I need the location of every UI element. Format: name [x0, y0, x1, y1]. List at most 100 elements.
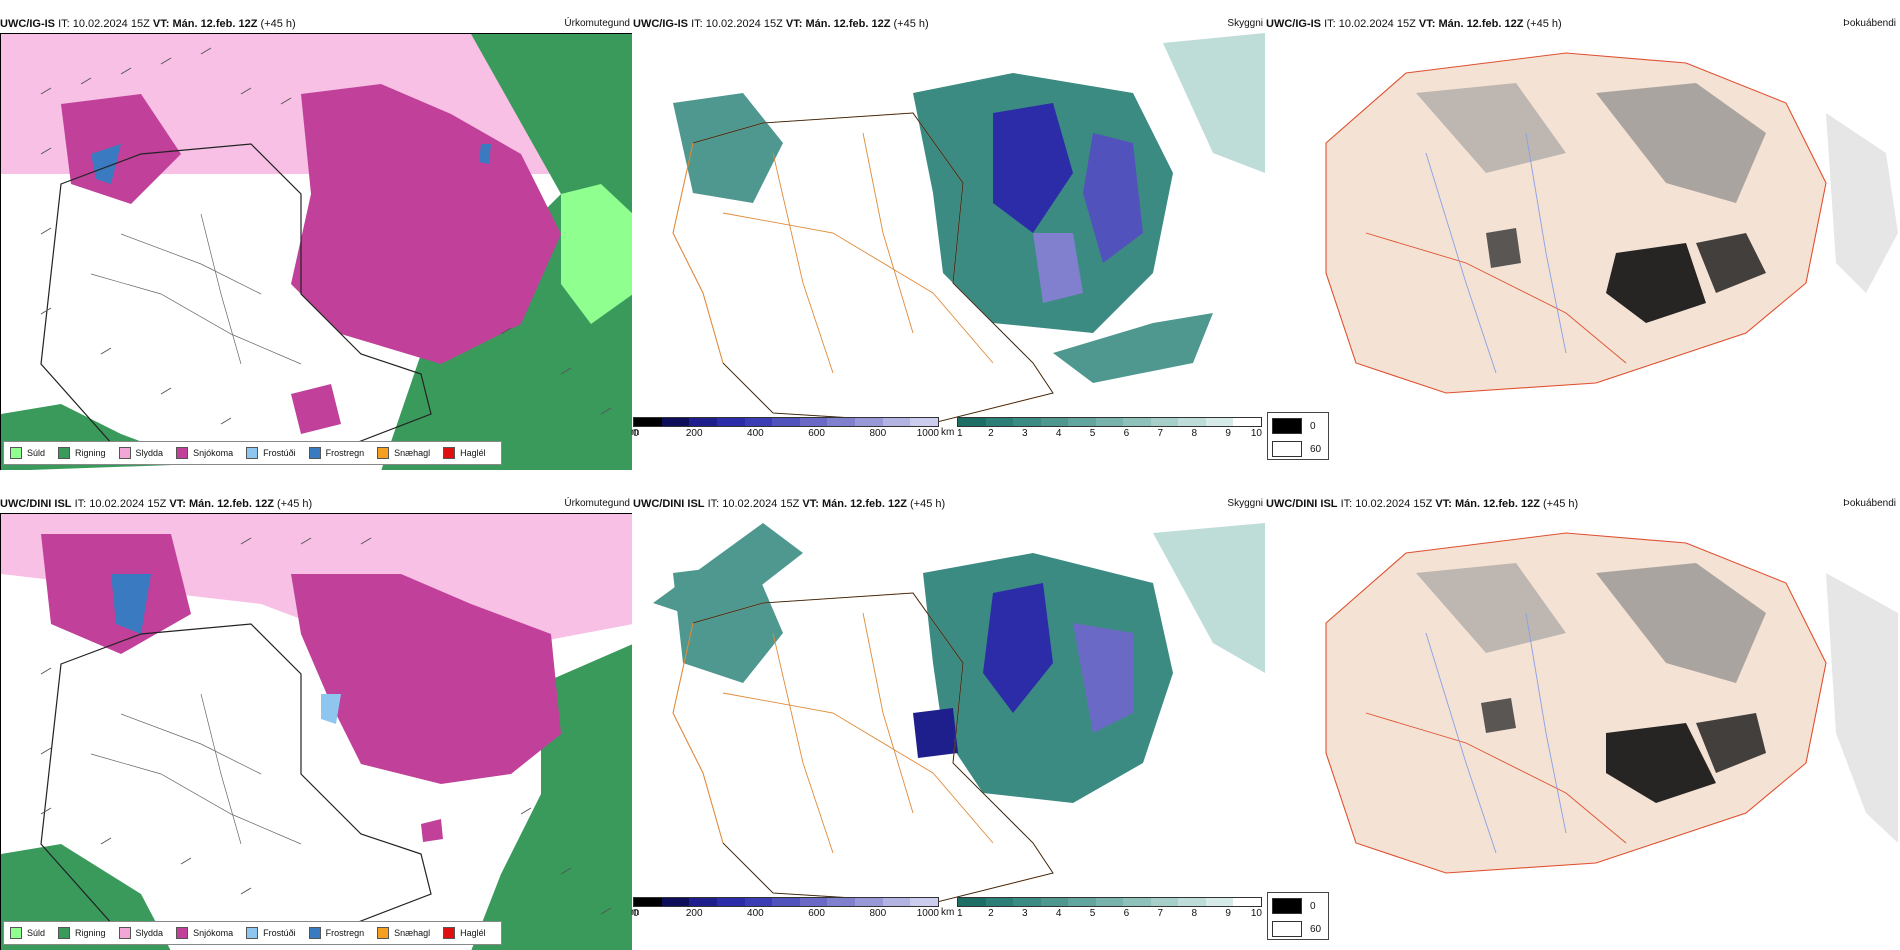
legend-swatch: [377, 447, 390, 459]
colorbar-tick-label: 400: [747, 428, 764, 439]
fog-label: 0: [1310, 900, 1316, 912]
it-value: 10.02.2024 15Z: [705, 18, 783, 30]
legend-label: Haglél: [460, 928, 486, 938]
legend-swatch: [10, 447, 22, 459]
colorbar-tick-label: 5: [1089, 908, 1096, 919]
it-value: 10.02.2024 15Z: [722, 498, 800, 510]
colorbar-swatch: [882, 898, 911, 906]
legend-label: Snjókoma: [193, 448, 234, 458]
colorbar-tick-label: 1: [957, 428, 963, 439]
colorbar-swatch: [716, 418, 745, 426]
legend-swatch: [308, 927, 321, 939]
visibility-map: [633, 513, 1265, 950]
colorbar-tick-label: 10: [1250, 428, 1262, 439]
colorbar-tick-label: 2: [988, 428, 994, 439]
colorbar-tick-label: 7: [1157, 908, 1164, 919]
colorbar-swatch: [661, 418, 690, 426]
panel-precip-type-igis: UWC/IG-IS IT: 10.02.2024 15Z VT: Mán. 12…: [0, 15, 632, 470]
legend-swatch: [176, 927, 189, 939]
panel-header: UWC/IG-IS IT: 10.02.2024 15Z VT: Mán. 12…: [1266, 15, 1898, 33]
colorbar-tick-label: 8: [1191, 908, 1197, 919]
fog-label: 60: [1310, 923, 1322, 935]
legend-item-snaehagl: Snæhagl: [377, 447, 430, 459]
legend-item-sild: Súld: [10, 447, 45, 459]
elevation-colorbar: 0 200 400 600 800 1000 m: [631, 417, 939, 447]
colorbar-swatch: [1205, 418, 1234, 426]
fog-legend: 0 60: [1267, 412, 1329, 460]
precip-map-graphic: [1, 34, 632, 470]
colorbar-tick-label: 3: [1021, 428, 1028, 439]
colorbar-swatch: [689, 418, 717, 426]
model-label: UWC/DINI ISL: [0, 498, 72, 510]
colorbar-tick-label: 600: [808, 428, 825, 439]
vt-label: VT:: [169, 498, 186, 510]
colorbar-swatch: [985, 898, 1014, 906]
legend-item-frostregn: Frostregn: [308, 927, 364, 939]
colorbar-swatch: [882, 418, 911, 426]
vt-label: VT:: [785, 18, 803, 30]
colorbar-swatch: [1068, 418, 1096, 426]
vt-label: VT:: [1435, 498, 1452, 510]
visibility-colorbar-swatches: [957, 417, 1262, 427]
colorbar-tick-label: 4: [1055, 428, 1062, 439]
visibility-colorbar-ticks: 1 2 3 4 5 6 7 8 9 10: [957, 907, 1262, 921]
model-label: UWC/IG-IS: [633, 18, 688, 30]
vt-value: Mán. 12.feb. 12Z: [821, 498, 907, 510]
panel-visibility-dini: UWC/DINI ISL IT: 10.02.2024 15Z VT: Mán.…: [633, 495, 1265, 950]
vt-value: Mán. 12.feb. 12Z: [188, 498, 274, 510]
legend-swatch: [443, 447, 456, 459]
fog-swatch: [1272, 921, 1302, 937]
vt-value: Mán. 12.feb. 12Z: [805, 18, 891, 30]
it-label: IT:: [58, 18, 70, 30]
vt-value: Mán. 12.feb. 12Z: [1454, 498, 1540, 510]
visibility-map: [633, 33, 1265, 470]
fog-map-graphic: [1266, 33, 1898, 470]
colorbar-swatch: [1178, 898, 1206, 906]
panel-name: Þokuábendi: [1843, 498, 1896, 509]
colorbar-swatch: [799, 418, 828, 426]
model-label: UWC/IG-IS: [1266, 18, 1321, 30]
precip-map: Súld Rigning Slydda Snjókoma Frostúði Fr…: [0, 33, 632, 470]
elevation-colorbar-swatches: [633, 417, 939, 427]
elevation-colorbar-swatches: [633, 897, 939, 907]
visibility-map-graphic: [633, 33, 1265, 428]
legend-label: Rigning: [75, 448, 106, 458]
lead-time: (+45 h): [1526, 18, 1562, 30]
colorbar-tick-label: 400: [747, 908, 764, 919]
colorbar-tick-label: 200: [685, 428, 703, 439]
legend-label: Frostúði: [263, 928, 296, 938]
visibility-colorbar-swatches: [957, 897, 1262, 907]
panel-header: UWC/DINI ISL IT: 10.02.2024 15Z VT: Mán.…: [633, 495, 1265, 513]
legend-swatch: [10, 927, 22, 939]
legend-swatch: [246, 447, 259, 459]
precip-map: Súld Rigning Slydda Snjókoma Frostúði Fr…: [0, 513, 632, 950]
colorbar-swatch: [958, 898, 986, 906]
fog-legend-row: 60: [1268, 439, 1328, 459]
fog-map: [1266, 33, 1898, 470]
colorbar-tick-label: 10: [1250, 908, 1262, 919]
colorbar-swatch: [1123, 898, 1151, 906]
legend-swatch: [58, 927, 71, 939]
colorbar-swatch: [1178, 418, 1206, 426]
panel-name: Þokuábendi: [1843, 18, 1896, 29]
model-label: UWC/DINI ISL: [633, 498, 705, 510]
colorbar-swatch: [1040, 418, 1069, 426]
vt-label: VT:: [802, 498, 819, 510]
legend-label: Slydda: [135, 448, 164, 458]
colorbar-swatch: [634, 898, 662, 906]
colorbar-tick-label: 800: [869, 908, 887, 919]
colorbar-swatch: [1205, 898, 1234, 906]
fog-swatch: [1272, 418, 1302, 434]
colorbar-tick-label: 2: [988, 908, 994, 919]
it-label: IT:: [707, 498, 720, 510]
visibility-colorbar: 1 2 3 4 5 6 7 8 9 10 km: [941, 417, 1262, 447]
colorbar-swatch: [1233, 418, 1262, 426]
panel-fog-index-dini: UWC/DINI ISL IT: 10.02.2024 15Z VT: Mán.…: [1266, 495, 1898, 950]
colorbar-swatch: [910, 418, 939, 426]
lead-time: (+45 h): [893, 18, 929, 30]
fog-map-graphic: [1266, 513, 1898, 950]
colorbar-swatch: [1040, 898, 1069, 906]
legend-item-snjokoma: Snjókoma: [176, 927, 233, 939]
legend-label: Snæhagl: [394, 448, 431, 458]
legend-swatch: [176, 447, 189, 459]
